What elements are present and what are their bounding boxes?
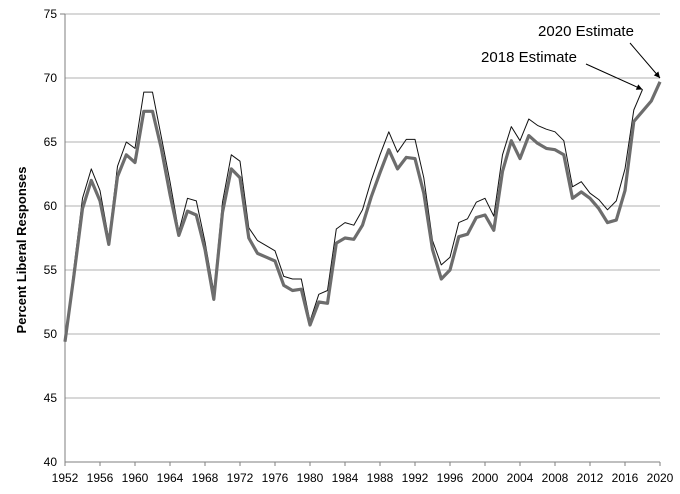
x-tick-label: 1956 — [87, 471, 114, 485]
x-tick-label: 2012 — [577, 471, 604, 485]
series-line-thick — [63, 81, 662, 342]
annotation-label: 2018 Estimate — [481, 49, 577, 66]
y-axis-label: Percent Liberal Responses — [14, 167, 29, 334]
annotations: 2020 Estimate 2018 Estimate — [481, 23, 661, 90]
annotation-arrow — [585, 63, 643, 90]
series-line-thin — [64, 89, 643, 342]
x-tick-label: 1960 — [122, 471, 149, 485]
x-tick-label: 1988 — [367, 471, 394, 485]
x-tick-label: 1984 — [332, 471, 359, 485]
x-tick-label: 1968 — [192, 471, 219, 485]
y-tick-label: 60 — [44, 199, 58, 213]
y-tick-labels: 40 45 50 55 60 65 70 75 — [44, 7, 58, 469]
x-tick-label: 1980 — [297, 471, 324, 485]
x-tick-labels: 1952 1956 1960 1964 1968 1972 1976 1980 1984 1988… — [52, 471, 674, 485]
x-tick-label: 1996 — [437, 471, 464, 485]
y-tick-label: 50 — [44, 327, 58, 341]
annotation-arrowhead — [635, 84, 643, 90]
x-tick-label: 1972 — [227, 471, 254, 485]
x-tick-label: 1964 — [157, 471, 184, 485]
annotation-label: 2020 Estimate — [538, 23, 634, 40]
annotation-arrow — [629, 42, 661, 79]
x-tick-label: 2016 — [612, 471, 639, 485]
annotation-arrowhead — [653, 71, 660, 78]
y-tick-label: 40 — [44, 455, 58, 469]
x-tick-label: 1992 — [402, 471, 429, 485]
y-tick-label: 65 — [44, 135, 58, 149]
y-tick-label: 45 — [44, 391, 58, 405]
x-tick-label: 1952 — [52, 471, 79, 485]
y-tick-label: 55 — [44, 263, 58, 277]
y-tick-label: 75 — [44, 7, 58, 21]
x-tick-label: 2004 — [507, 471, 534, 485]
x-tick-label: 2000 — [472, 471, 499, 485]
x-tick-label: 2020 — [647, 471, 674, 485]
y-tick-label: 70 — [44, 71, 58, 85]
x-tick-label: 2008 — [542, 471, 569, 485]
axes — [60, 13, 661, 466]
series-lines — [63, 81, 662, 342]
x-tick-label: 1976 — [262, 471, 289, 485]
gridlines — [65, 13, 660, 399]
